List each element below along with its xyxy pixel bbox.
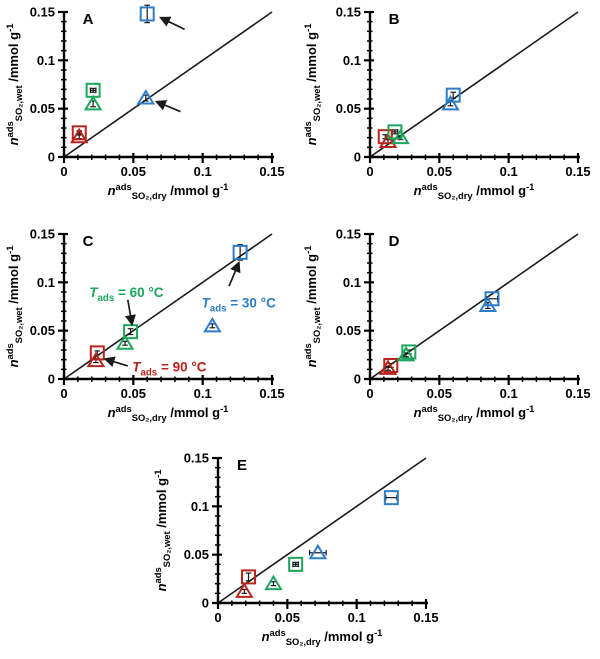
data-point-blue-triangle — [308, 543, 328, 560]
y-tick-label: 0.1 — [343, 275, 361, 290]
y-tick-label: 0 — [354, 150, 361, 165]
data-point-green-triangle — [391, 128, 410, 145]
annotation-arrow — [125, 299, 136, 327]
x-tick-label: 0 — [60, 386, 67, 401]
x-tick-label: 0.15 — [413, 610, 438, 625]
y-tick-label: 0.15 — [336, 5, 361, 20]
annotation-arrow — [154, 100, 181, 113]
data-point-blue-square — [232, 244, 248, 260]
y-tick-label: 0.1 — [37, 275, 55, 290]
x-tick-label: 0 — [60, 164, 67, 179]
y-tick-label: 0.05 — [30, 101, 55, 116]
y-tick-label: 0 — [202, 596, 209, 611]
identity-line — [369, 11, 579, 158]
x-tick-label: 0.05 — [427, 386, 452, 401]
y-tick-label: 0.05 — [336, 323, 361, 338]
data-point-blue-triangle — [441, 94, 460, 111]
x-axis-title: nadsSO₂,dry /mmol g-1 — [262, 627, 383, 647]
y-tick-label: 0 — [48, 372, 55, 387]
panel-letter: A — [83, 11, 94, 28]
x-tick-label: 0.15 — [259, 386, 284, 401]
y-tick-label: 0.15 — [336, 227, 361, 242]
x-tick-label: 0 — [366, 164, 373, 179]
data-point-red-square — [71, 125, 87, 141]
x-tick-label: 0 — [214, 610, 221, 625]
annotation-arrow — [103, 356, 129, 368]
x-tick-label: 0.05 — [427, 164, 452, 179]
panel-letter: E — [237, 457, 247, 474]
x-tick-label: 0.15 — [259, 164, 284, 179]
x-tick-label: 0.1 — [194, 386, 212, 401]
y-axis-title: nadsSO₂,wet /mmol g-1 — [4, 246, 24, 368]
x-tick-label: 0.15 — [565, 164, 590, 179]
identity-line — [63, 11, 273, 158]
y-tick-label: 0.05 — [184, 547, 209, 562]
data-point-red-square — [383, 357, 399, 373]
x-tick-label: 0 — [366, 386, 373, 401]
panel-letter: B — [389, 11, 400, 28]
x-axis-title: nadsSO₂,dry /mmol g-1 — [108, 403, 229, 423]
data-point-green-square — [85, 82, 101, 98]
data-point-green-square — [288, 556, 304, 572]
y-tick-label: 0 — [354, 372, 361, 387]
data-point-red-square — [241, 569, 257, 585]
data-point-red-triangle — [69, 127, 89, 144]
temperature-label-blue: Tads = 30 °C — [202, 295, 277, 314]
y-tick-label: 0.15 — [184, 451, 209, 466]
y-tick-label: 0 — [48, 150, 55, 165]
x-tick-label: 0.1 — [348, 610, 366, 625]
temperature-label-green: Tads = 60 °C — [89, 285, 164, 304]
temperature-label-red: Tads = 90 °C — [132, 359, 207, 378]
y-axis-title: nadsSO₂,wet /mmol g-1 — [4, 24, 24, 146]
data-point-green-triangle — [264, 574, 283, 591]
data-point-blue-square — [445, 87, 461, 103]
data-point-green-square — [401, 344, 417, 360]
y-tick-label: 0.05 — [30, 323, 55, 338]
data-point-blue-square — [383, 490, 399, 506]
x-tick-label: 0.15 — [565, 386, 590, 401]
data-point-red-triangle — [235, 582, 254, 598]
data-point-green-triangle — [83, 94, 103, 111]
data-point-blue-square — [484, 291, 500, 307]
x-axis-title: nadsSO₂,dry /mmol g-1 — [108, 181, 229, 201]
x-tick-label: 0.1 — [500, 386, 518, 401]
identity-line — [369, 233, 579, 380]
data-point-green-square — [387, 124, 403, 140]
identity-line — [217, 457, 427, 604]
x-tick-label: 0.05 — [121, 386, 146, 401]
y-tick-label: 0.1 — [343, 53, 361, 68]
annotation-arrow — [228, 260, 241, 287]
x-tick-label: 0.1 — [500, 164, 518, 179]
y-tick-label: 0.15 — [30, 5, 55, 20]
y-axis-title: nadsSO₂,wet /mmol g-1 — [302, 24, 322, 146]
y-axis-title: nadsSO₂,wet /mmol g-1 — [302, 246, 322, 368]
data-point-blue-triangle — [136, 89, 156, 105]
y-tick-label: 0.1 — [37, 53, 55, 68]
x-tick-label: 0.1 — [194, 164, 212, 179]
data-point-red-square — [377, 129, 393, 145]
data-point-blue-square — [139, 6, 155, 22]
x-axis-title: nadsSO₂,dry /mmol g-1 — [414, 181, 535, 201]
x-tick-label: 0.05 — [121, 164, 146, 179]
panel-letter: D — [389, 233, 400, 250]
annotation-arrow — [159, 16, 186, 31]
y-tick-label: 0.1 — [191, 499, 209, 514]
data-point-green-triangle — [115, 334, 135, 350]
y-tick-label: 0.15 — [30, 227, 55, 242]
y-axis-title: nadsSO₂,wet /mmol g-1 — [152, 470, 172, 592]
data-point-red-square — [89, 345, 105, 361]
panel-letter: C — [83, 233, 94, 250]
panel-C-chart: 00 0.05 0.05 0.1 0.1 0.15 0.15 Tads = 60 °C Tads… — [4, 227, 285, 423]
y-tick-label: 0.05 — [336, 101, 361, 116]
x-tick-label: 0.05 — [275, 610, 300, 625]
data-point-blue-triangle — [203, 316, 222, 333]
x-axis-title: nadsSO₂,dry /mmol g-1 — [414, 403, 535, 423]
